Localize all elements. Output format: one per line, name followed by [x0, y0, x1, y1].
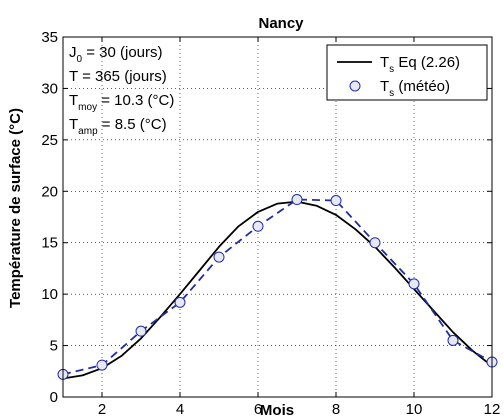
- series-line-eq: [62, 200, 493, 380]
- x-tick-label: 8: [332, 401, 340, 418]
- y-tick-label: 5: [50, 338, 58, 355]
- ticks: 2 4 6 8 10 12 0 5 10 15 20 25 30 35: [41, 29, 500, 418]
- data-point: [408, 278, 420, 290]
- y-tick-label: 35: [41, 29, 58, 46]
- y-tick-label: 0: [50, 389, 58, 406]
- data-point: [447, 334, 459, 346]
- series-layer: [57, 194, 498, 380]
- parameter-annotation: Tmoy = 10.3 (°C): [69, 92, 174, 113]
- x-tick-label: 10: [406, 401, 423, 418]
- data-point: [135, 325, 147, 337]
- y-tick-label: 10: [41, 286, 58, 303]
- data-point: [96, 359, 108, 371]
- y-tick-label: 25: [41, 132, 58, 149]
- legend-label: Ts Eq (2.26): [380, 54, 460, 75]
- parameter-annotation: T = 365 (jours): [69, 68, 167, 85]
- data-point: [252, 220, 264, 232]
- y-tick-label: 30: [41, 80, 58, 97]
- legend-label: Ts (météo): [380, 78, 450, 99]
- legend-marker-meteo: [349, 80, 361, 92]
- x-axis-label: Mois: [260, 402, 294, 419]
- x-tick-label: 2: [98, 401, 106, 418]
- data-point: [330, 195, 342, 207]
- y-tick-label: 20: [41, 183, 58, 200]
- data-point: [174, 296, 186, 308]
- annotations: J0 = 30 (jours) T = 365 (jours) Tmoy = 10.…: [69, 44, 174, 137]
- y-tick-label: 15: [41, 235, 58, 252]
- series-line-meteo: [62, 198, 493, 376]
- x-tick-label: 6: [254, 401, 262, 418]
- x-tick-label: 4: [176, 401, 184, 418]
- x-tick-label: 12: [484, 401, 501, 418]
- data-point: [369, 237, 381, 249]
- legend: Ts Eq (2.26) Ts (météo): [326, 44, 488, 101]
- parameter-annotation: Tamp = 8.5 (°C): [69, 116, 167, 137]
- data-point: [213, 251, 225, 263]
- chart-title: Nancy: [258, 15, 304, 32]
- data-point: [291, 194, 303, 206]
- plot-frame: [62, 36, 493, 398]
- parameter-annotation: J0 = 30 (jours): [69, 44, 163, 65]
- y-axis-label: Température de surface (°C): [7, 108, 24, 308]
